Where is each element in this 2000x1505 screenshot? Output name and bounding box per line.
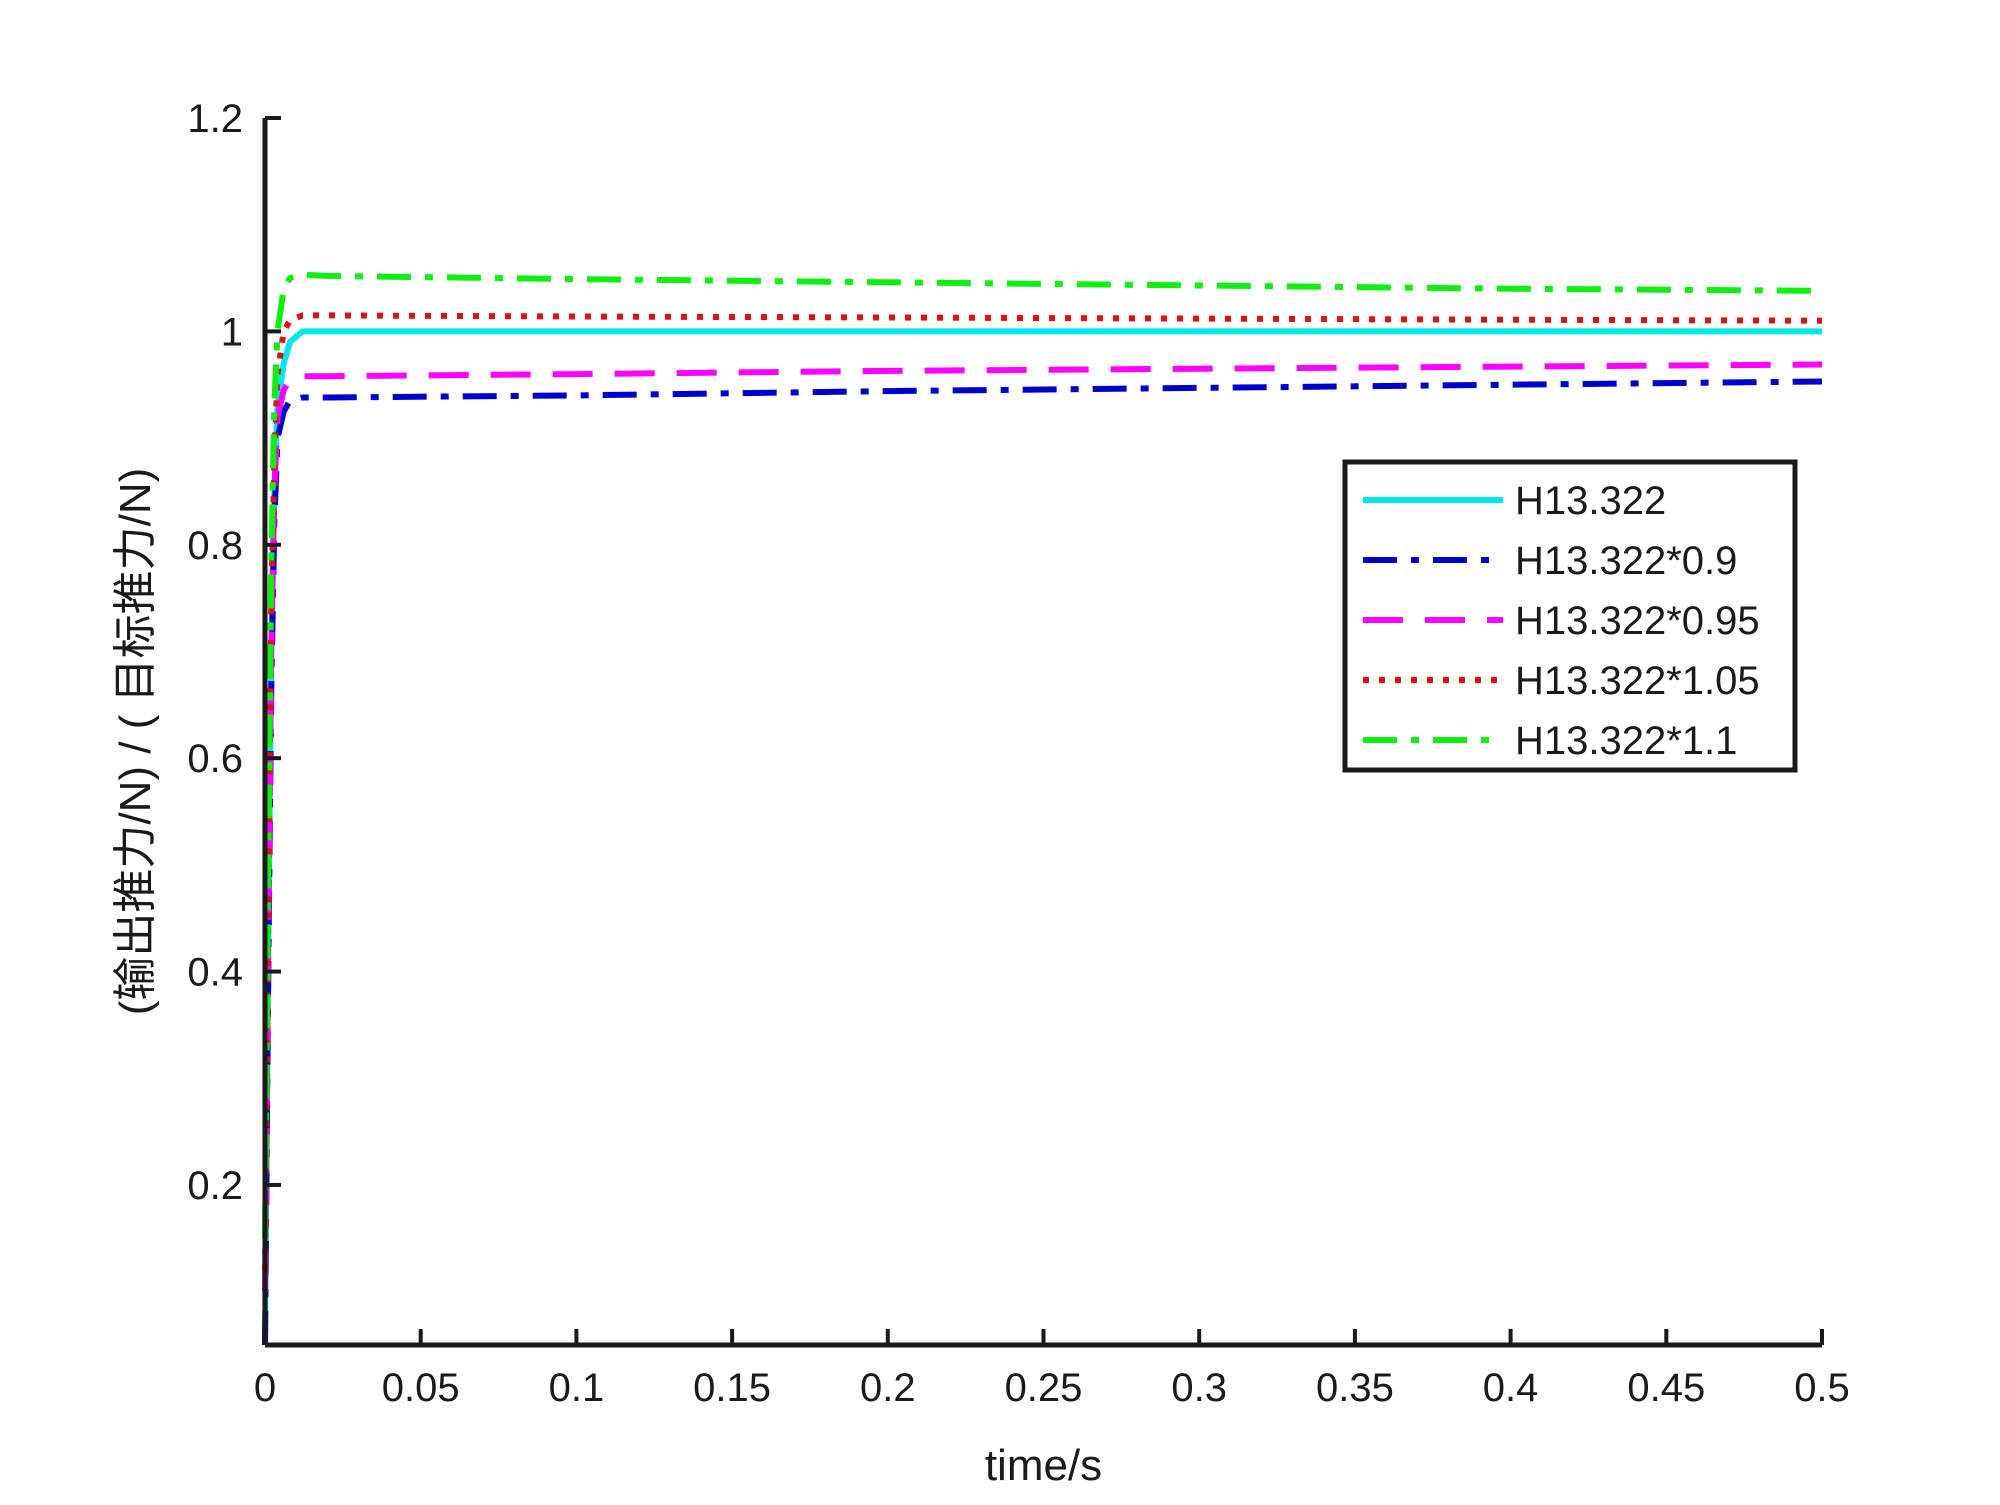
y-tick-label: 1.2 <box>187 97 243 141</box>
legend-label-3: H13.322*1.05 <box>1515 659 1760 703</box>
x-tick-label: 0 <box>254 1366 276 1410</box>
y-tick-label: 0.6 <box>187 737 243 781</box>
x-tick-label: 0.35 <box>1316 1366 1394 1410</box>
x-axis-title: time/s <box>985 1441 1102 1490</box>
series-layer <box>262 271 1823 1346</box>
legend-label-0: H13.322 <box>1515 479 1666 523</box>
x-tick-label: 0.15 <box>693 1366 771 1410</box>
legend-label-2: H13.322*0.95 <box>1515 599 1760 643</box>
x-tick-label: 0.45 <box>1627 1366 1705 1410</box>
axes-layer: 0 0.05 0.1 0.15 0.2 0.25 0.3 0.35 0.4 0.45 0.5 0.2 0… <box>187 97 1849 1410</box>
x-tick-label: 0.3 <box>1171 1366 1227 1410</box>
x-tick-label: 0.5 <box>1794 1366 1850 1410</box>
legend-label-1: H13.322*0.9 <box>1515 539 1737 583</box>
x-tick-label: 0.2 <box>860 1366 916 1410</box>
x-tick-label: 0.4 <box>1483 1366 1539 1410</box>
y-axis-title: (输出推力/N) / ( 目标推力/N) <box>111 468 160 1016</box>
x-tick-label: 0.05 <box>382 1366 460 1410</box>
y-tick-label: 1 <box>221 310 243 354</box>
series-line-2 <box>262 361 1823 1292</box>
legend: H13.322 H13.322*0.9 H13.322*0.95 H13.322*1.… <box>1342 459 1798 773</box>
legend-label-4: H13.322*1.1 <box>1515 719 1737 763</box>
legend-box <box>1342 459 1798 773</box>
x-tick-label: 0.25 <box>1005 1366 1083 1410</box>
series-line-3 <box>262 312 1823 1271</box>
y-tick-label: 0.2 <box>187 1164 243 1208</box>
series-line-4 <box>262 271 1823 1239</box>
y-tick-label: 0.4 <box>187 951 243 995</box>
x-tick-label: 0.1 <box>549 1366 605 1410</box>
y-tick-label: 0.8 <box>187 524 243 568</box>
